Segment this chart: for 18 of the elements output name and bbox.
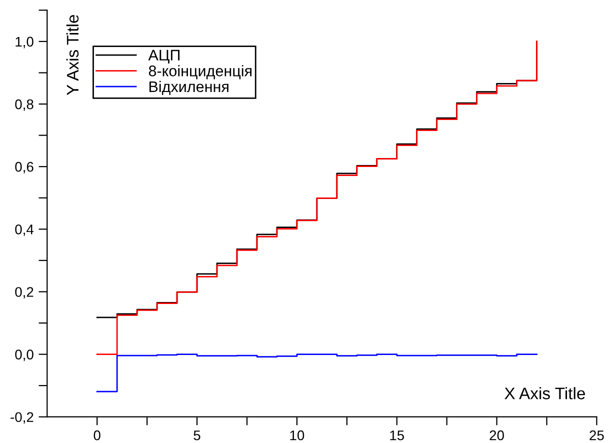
y-tick-label: 0,2 (15, 287, 34, 299)
x-tick-label: 20 (490, 430, 504, 440)
y-tick-label: 0,8 (15, 99, 34, 111)
x-tick-label: 10 (290, 430, 304, 440)
y-tick-label: 1,0 (16, 36, 34, 48)
y-tick-label: -0,2 (10, 412, 34, 424)
x-tick-label: 0 (94, 430, 100, 440)
legend-label: Відхилення (149, 80, 228, 96)
x-axis-title: X Axis Title (504, 387, 585, 400)
y-tick-label: 0,4 (15, 224, 34, 236)
x-tick-label: 15 (390, 430, 404, 440)
legend-label: 8-коінциденція (148, 65, 252, 80)
y-axis-title: Y Axis Title (66, 14, 79, 96)
legend-label: АЦП (148, 50, 180, 64)
y-tick-label: 0,0 (15, 350, 34, 362)
y-tick-label: 0,6 (15, 162, 34, 174)
x-tick-label: 25 (590, 430, 604, 440)
x-tick-label: 5 (194, 430, 200, 440)
